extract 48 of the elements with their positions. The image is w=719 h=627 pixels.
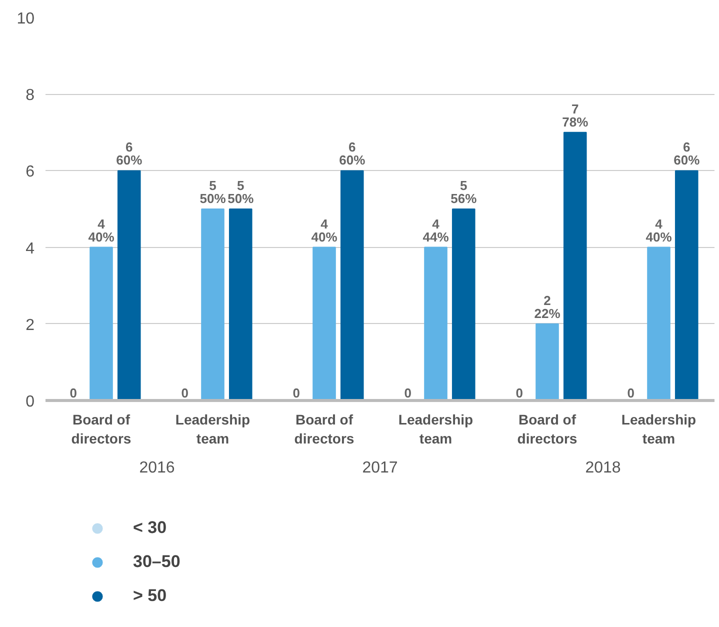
bar (90, 246, 113, 400)
bar (563, 132, 587, 400)
bar (117, 170, 141, 400)
bar (536, 323, 559, 400)
bar (312, 246, 336, 400)
x-tick-label: Leadership team (398, 412, 474, 447)
y-tick-label: 6 (26, 164, 35, 181)
y-tick-label: 0 (26, 394, 35, 410)
data-label: 4 40% (646, 216, 672, 244)
legend-label: < 30 (133, 518, 167, 538)
bar (424, 246, 448, 400)
x-tick-label: Leadership team (621, 412, 696, 447)
y-tick-label: 8 (26, 87, 35, 104)
data-label: 0 (627, 386, 634, 400)
bar (674, 170, 698, 400)
legend-label: > 50 (133, 586, 167, 606)
text: 2017 (362, 460, 398, 476)
data-label: 0 (404, 386, 412, 400)
y-tick-label: 4 (26, 240, 35, 258)
x-tick-label: Board of directors (71, 412, 132, 447)
data-label: 7 78% (562, 101, 589, 130)
bar (228, 208, 252, 400)
bar (452, 208, 476, 400)
text: 2016 (139, 460, 175, 476)
y-tick-label: 10 (16, 10, 35, 28)
bar (647, 246, 670, 400)
data-label: 2 22% (534, 292, 561, 321)
data-label: 0 (181, 386, 188, 400)
data-label: 0 (516, 386, 523, 400)
legend-label: 30–50 (133, 552, 180, 572)
data-label: 5 50% (200, 178, 226, 206)
data-label: 6 60% (116, 140, 143, 168)
data-label: 5 50% (228, 178, 254, 206)
bar (340, 170, 364, 400)
x-tick-label: Board of directors (294, 412, 354, 447)
data-label: 5 56% (450, 178, 478, 206)
y-tick-label: 2 (26, 316, 35, 334)
data-label: 4 40% (88, 216, 115, 244)
data-label: 6 60% (339, 140, 366, 168)
x-tick-label: Board of directors (517, 412, 578, 447)
data-label: 4 40% (311, 216, 338, 244)
data-label: 6 60% (674, 140, 700, 168)
data-label: 0 (70, 386, 77, 400)
text: 2018 (585, 460, 621, 476)
x-tick-label: Leadership team (175, 412, 250, 447)
data-label: 4 44% (422, 216, 450, 244)
data-label: 0 (292, 386, 300, 400)
bar (201, 208, 224, 400)
